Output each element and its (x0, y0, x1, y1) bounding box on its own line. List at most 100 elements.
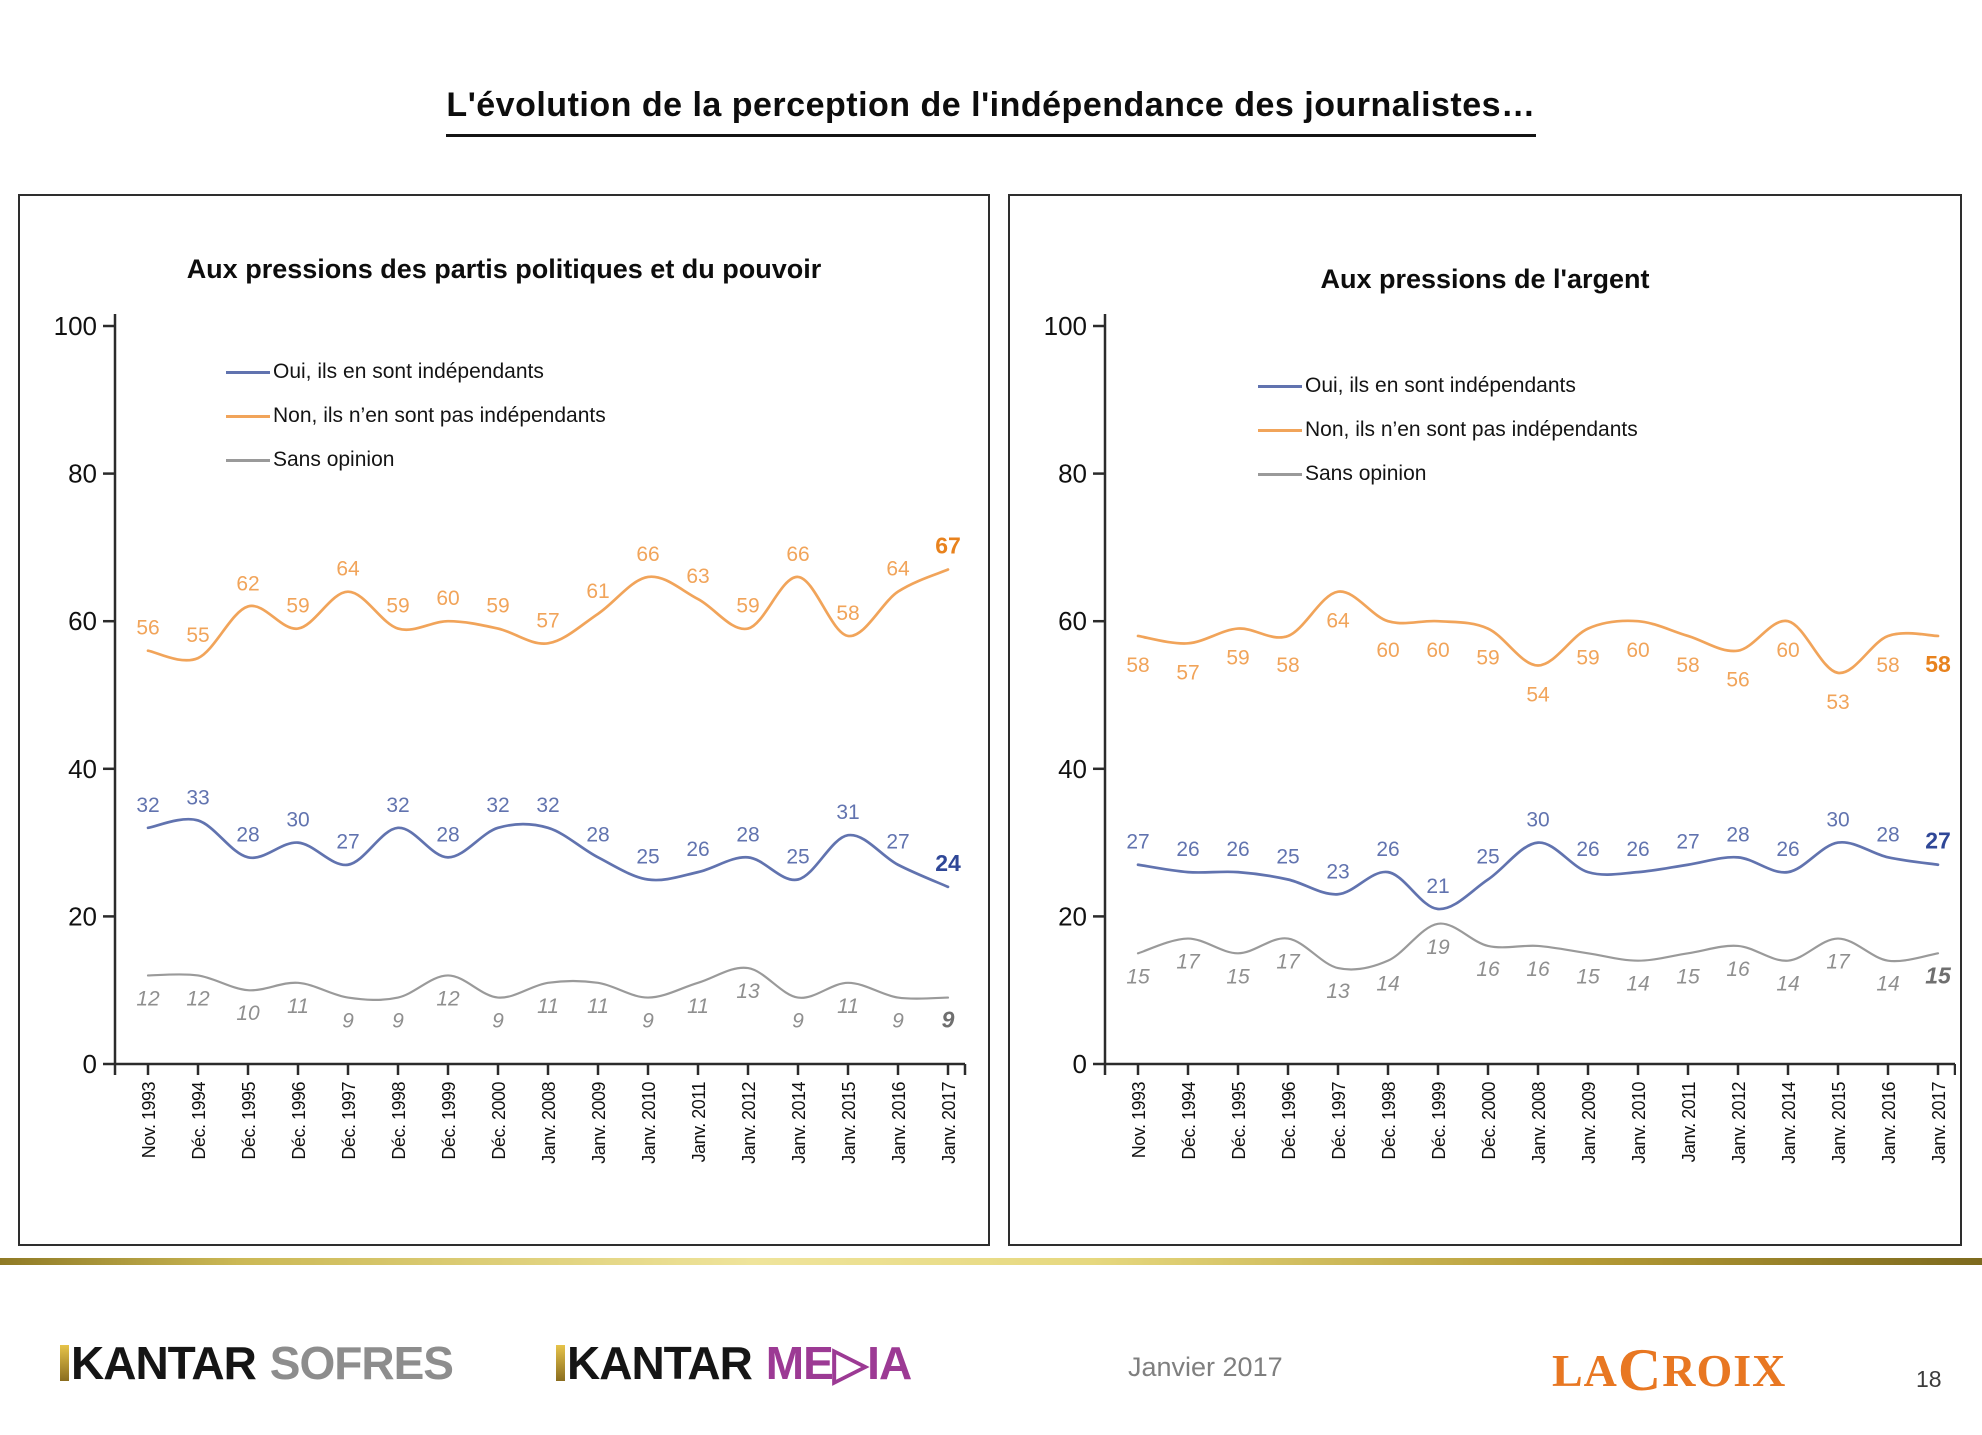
legend-label-non: Non, ils n’en sont pas indépendants (273, 404, 606, 427)
data-label-non: 60 (1376, 639, 1399, 662)
data-label-non: 64 (1326, 610, 1350, 633)
data-label-oui: 30 (1526, 809, 1549, 832)
data-label-sans: 11 (687, 995, 709, 1018)
data-label-oui: 27 (1925, 828, 1951, 854)
main-title-wrap: L'évolution de la perception de l'indépe… (0, 86, 1982, 137)
legend-label-non: Non, ils n’en sont pas indépendants (1305, 418, 1638, 441)
x-tick-label: Déc. 2000 (1479, 1082, 1499, 1160)
lacroix-la: LA (1552, 1345, 1618, 1396)
x-tick-label: Janv. 2015 (1829, 1082, 1849, 1164)
data-label-sans: 16 (1476, 958, 1500, 981)
lacroix-roix: ROIX (1662, 1345, 1787, 1396)
footer-date: Janvier 2017 (1128, 1352, 1283, 1382)
y-tick-label: 0 (83, 1049, 97, 1079)
right-line-chart: 0 20 40 60 80 100 Nov. 1993 Déc. 1994 Déc. 1995 D… (1044, 311, 1956, 1164)
x-tick-label: Janv. 2008 (539, 1082, 559, 1164)
legend-label-oui: Oui, ils en sont indépendants (273, 360, 544, 383)
data-label-oui: 26 (686, 838, 709, 861)
data-label-oui: 23 (1326, 860, 1349, 883)
data-label-oui: 24 (935, 850, 961, 876)
data-label-oui: 21 (1426, 875, 1449, 898)
data-label-non: 59 (486, 595, 509, 618)
legend-item-sans: Sans opinion (1258, 462, 1638, 486)
data-label-non: 59 (736, 595, 759, 618)
data-label-sans: 12 (436, 987, 460, 1010)
y-tick-label: 20 (68, 901, 97, 931)
data-label-non: 59 (1226, 647, 1249, 670)
data-label-oui: 32 (386, 794, 409, 817)
data-label-sans: 11 (537, 995, 559, 1018)
data-label-oui: 31 (836, 801, 859, 824)
data-label-oui: 26 (1576, 838, 1599, 861)
data-label-oui: 25 (1276, 846, 1299, 869)
data-label-sans: 9 (392, 1010, 404, 1033)
data-label-sans: 11 (837, 995, 859, 1018)
y-tick-label: 100 (54, 311, 97, 341)
data-label-non: 56 (1726, 669, 1749, 692)
data-label-sans: 12 (186, 987, 210, 1010)
x-tick-label: Janv. 2008 (1529, 1082, 1549, 1164)
data-label-non: 59 (286, 595, 309, 618)
data-label-sans: 16 (1726, 958, 1750, 981)
series-line-oui (1136, 841, 1940, 911)
legend-label-sans: Sans opinion (1305, 462, 1427, 485)
x-tick-label: Déc. 1999 (1429, 1082, 1449, 1160)
x-tick-label: Janv. 2010 (1629, 1082, 1649, 1164)
data-label-oui: 32 (486, 794, 509, 817)
data-label-non: 58 (1126, 654, 1149, 677)
data-label-sans: 14 (1626, 973, 1649, 996)
x-tick-label: Janv. 2009 (1579, 1082, 1599, 1164)
y-tick-label: 20 (1058, 901, 1087, 931)
x-tick-label: Janv. 2012 (739, 1082, 759, 1164)
data-label-oui: 27 (1126, 831, 1149, 854)
data-label-oui: 30 (286, 809, 309, 832)
data-label-non: 60 (1626, 639, 1649, 662)
oui-line-swatch-icon (1258, 384, 1302, 388)
data-label-non: 58 (836, 602, 859, 625)
data-label-non: 57 (1176, 661, 1199, 684)
kantar-gold-bar-icon (60, 1345, 69, 1381)
data-label-sans: 16 (1526, 958, 1550, 981)
data-label-oui: 33 (186, 786, 209, 809)
data-label-oui: 25 (1476, 846, 1499, 869)
page-number: 18 (1916, 1366, 1942, 1392)
data-label-non: 57 (536, 609, 559, 632)
data-label-oui: 27 (336, 831, 359, 854)
x-tick-label: Janv. 2011 (1679, 1082, 1699, 1163)
data-label-oui: 26 (1226, 838, 1249, 861)
data-label-oui: 26 (1176, 838, 1199, 861)
data-label-oui: 30 (1826, 809, 1849, 832)
data-label-non: 54 (1526, 683, 1550, 706)
legend-item-sans: Sans opinion (226, 448, 606, 472)
data-label-non: 66 (636, 543, 659, 566)
non-line-swatch-icon (226, 414, 270, 418)
kantar-wordmark: KANTAR (71, 1337, 257, 1389)
data-label-non: 59 (386, 595, 409, 618)
x-tick-label: Janv. 2011 (689, 1082, 709, 1163)
data-label-sans: 11 (587, 995, 609, 1018)
data-label-oui: 26 (1376, 838, 1399, 861)
y-tick-label: 0 (1073, 1049, 1087, 1079)
series-line-non (1136, 590, 1940, 675)
x-tick-label: Janv. 2017 (1929, 1082, 1949, 1164)
data-label-non: 60 (1426, 639, 1449, 662)
kantar-wordmark: KANTAR (567, 1337, 753, 1389)
x-tick-label: Déc. 1997 (1329, 1082, 1349, 1160)
data-label-non: 66 (786, 543, 809, 566)
right-chart-title: Aux pressions de l'argent (1010, 262, 1960, 297)
x-tick-label: Déc. 1998 (1379, 1082, 1399, 1160)
x-tick-label: Déc. 1999 (439, 1082, 459, 1160)
kantar-gold-bar-icon (556, 1345, 565, 1381)
y-tick-label: 100 (1044, 311, 1087, 341)
x-tick-label: Janv. 2014 (1779, 1082, 1799, 1164)
data-label-sans: 15 (1226, 965, 1250, 988)
data-label-non: 62 (236, 572, 259, 595)
data-label-sans: 14 (1776, 973, 1799, 996)
data-label-oui: 25 (636, 846, 659, 869)
data-label-sans: 10 (236, 1002, 260, 1025)
left-line-chart: 0 20 40 60 80 100 Nov. 1993 Déc. 1994 Déc. 1995 D… (54, 311, 967, 1164)
x-tick-label: Nov. 1993 (1129, 1082, 1149, 1159)
data-label-sans: 15 (1126, 965, 1150, 988)
x-tick-label: Déc. 1994 (1179, 1082, 1199, 1160)
data-label-sans: 13 (736, 980, 760, 1003)
